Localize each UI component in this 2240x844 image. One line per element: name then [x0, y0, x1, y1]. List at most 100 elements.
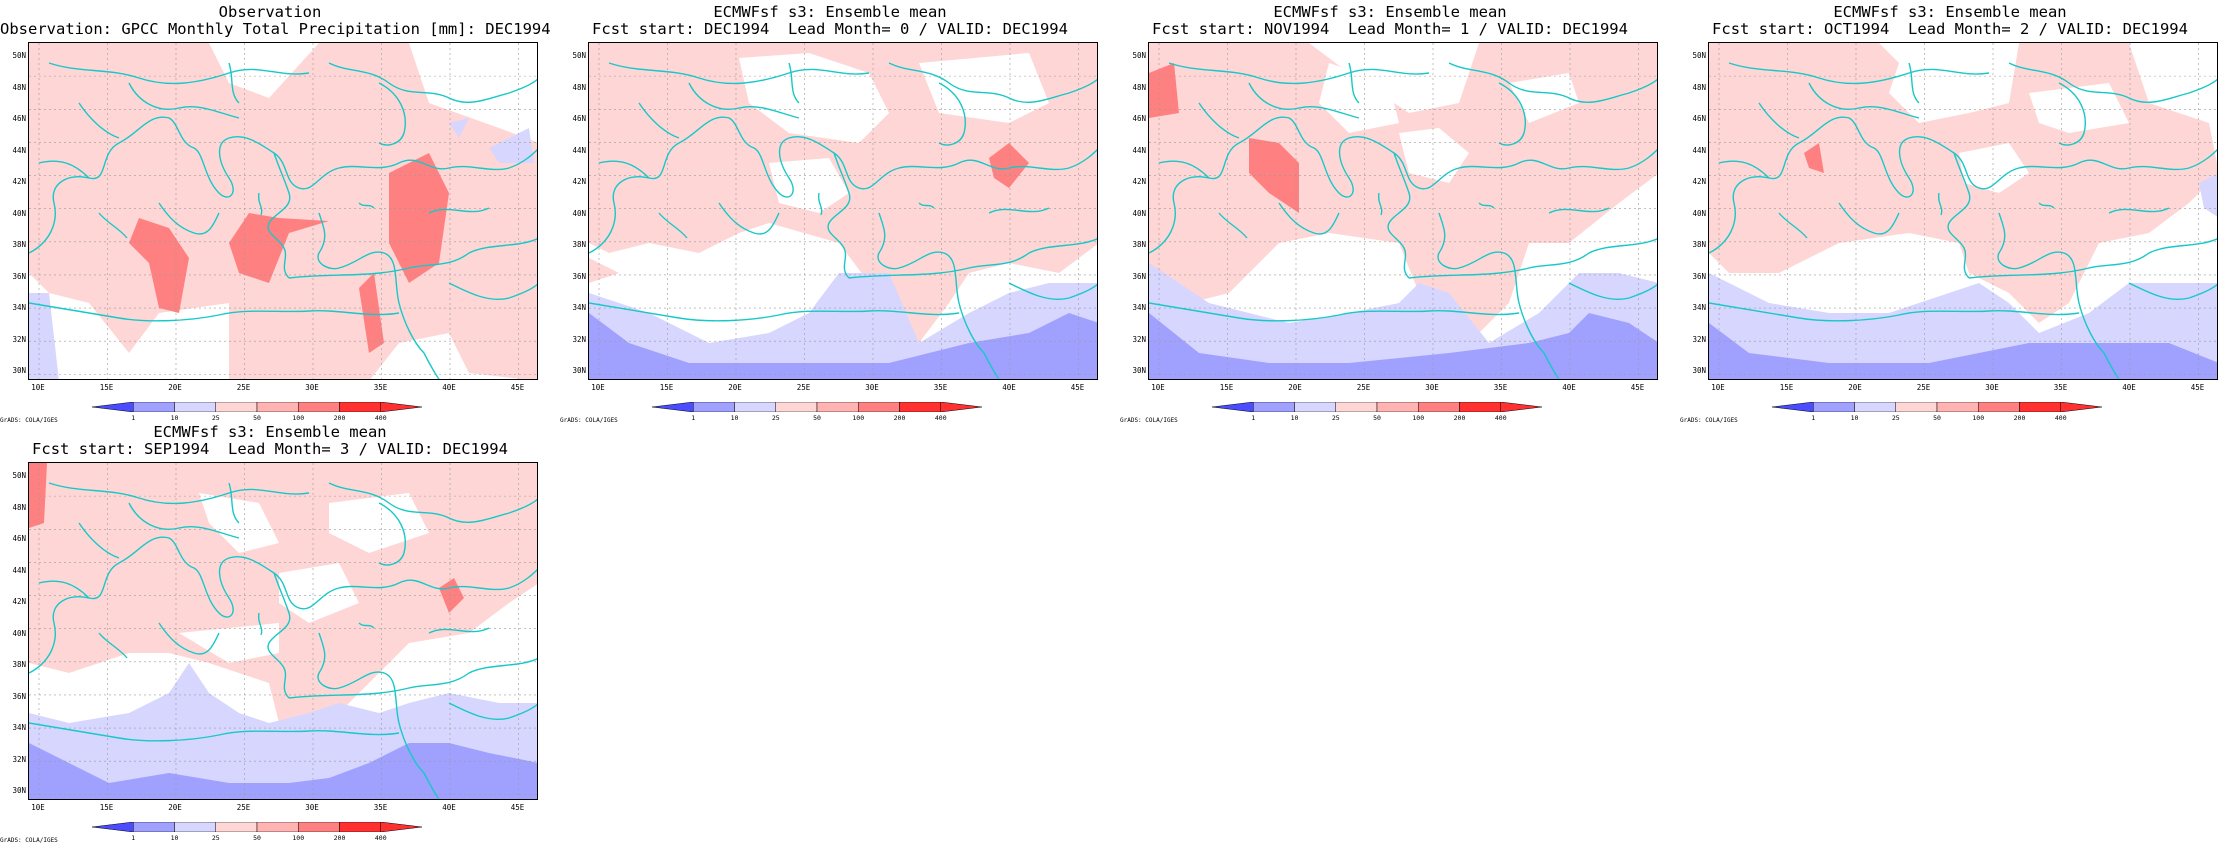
colorbar-label: 25 — [1331, 414, 1340, 422]
map-panel: ECMWFsf s3: Ensemble mean Fcst start: DEC… — [560, 0, 1100, 424]
colorbar — [1212, 402, 1542, 412]
coastline — [317, 632, 440, 799]
precip-shade — [919, 53, 1049, 123]
coastline — [78, 522, 120, 559]
colorbar-label: 100 — [1972, 414, 1985, 422]
panel-title: ECMWFsf s3: Ensemble mean — [153, 423, 387, 441]
lon-tick-label: 25E — [236, 803, 251, 812]
lat-tick-label: 46N — [1692, 114, 1706, 123]
colorbar-arrow-left — [1772, 402, 1814, 412]
coastline — [448, 702, 537, 720]
lon-tick-label: 10E — [591, 383, 605, 392]
grads-credit: GrADS: COLA/IGES — [0, 417, 58, 424]
coastline — [317, 212, 440, 379]
colorbar — [1772, 402, 2102, 412]
colorbar-label: 200 — [333, 414, 346, 422]
colorbar-label: 10 — [1850, 414, 1859, 422]
coastline — [608, 62, 870, 85]
colorbar-label: 400 — [1494, 414, 1507, 422]
coastline — [1448, 62, 1657, 103]
colorbar-label: 25 — [1891, 414, 1900, 422]
grads-credit: GrADS: COLA/IGES — [1680, 417, 1738, 424]
lat-tick-label: 46N — [12, 534, 26, 543]
grads-credit: GrADS: COLA/IGES — [0, 837, 58, 844]
lat-tick-label: 42N — [12, 177, 26, 186]
coastline — [29, 302, 400, 322]
lon-tick-label: 10E — [1711, 383, 1725, 392]
lon-tick-label: 20E — [728, 383, 742, 392]
coastline — [328, 62, 537, 103]
coastline — [1937, 192, 1943, 216]
lat-tick-label: 44N — [12, 565, 26, 575]
map-panel: ECMWFsf s3: Ensemble mean Fcst start: NOV… — [1120, 0, 1660, 424]
coastline — [378, 82, 406, 146]
panel-title: Observation — [218, 3, 322, 21]
coastline — [638, 102, 680, 139]
lat-tick-label: 32N — [12, 754, 26, 764]
colorbar-arrow-left — [1212, 402, 1254, 412]
colorbar-arrow-left — [92, 402, 134, 412]
colorbar-segment — [215, 822, 258, 832]
lat-tick-label: 38N — [1132, 240, 1146, 249]
coastline — [1377, 192, 1383, 216]
precip-shade — [769, 158, 849, 213]
precip-shade — [29, 293, 59, 379]
lat-tick-label: 32N — [572, 334, 586, 344]
precip-shade — [389, 153, 449, 283]
lon-tick-label: 35E — [2053, 383, 2068, 392]
lon-tick-label: 25E — [236, 383, 251, 392]
precip-shade — [329, 493, 429, 553]
lon-tick-label: 35E — [373, 803, 388, 812]
coastline — [2108, 207, 2170, 214]
colorbar-segment — [339, 822, 381, 832]
precip-shade — [229, 213, 329, 283]
colorbar-label: 1 — [131, 414, 136, 422]
coastline — [1968, 238, 2217, 279]
precip-shade — [1149, 313, 1657, 379]
lat-tick-label: 44N — [12, 145, 26, 155]
colorbar-segment — [256, 402, 299, 412]
colorbar-arrow-right — [940, 402, 982, 412]
coastline — [48, 482, 310, 505]
precip-shade — [1399, 128, 1469, 183]
coastline — [598, 160, 650, 179]
coastline — [938, 82, 966, 146]
precip-shade — [1889, 63, 1969, 123]
precipitation-map — [1708, 42, 2218, 380]
coastline — [448, 282, 537, 300]
lat-tick-label: 38N — [572, 240, 586, 249]
coastline — [1838, 202, 1900, 235]
lat-tick-label: 30N — [12, 786, 26, 795]
colorbar-segment — [1854, 402, 1896, 412]
coastline — [1548, 207, 1610, 214]
panel-title: ECMWFsf s3: Ensemble mean — [1833, 3, 2067, 21]
lat-tick-label: 46N — [1132, 114, 1146, 123]
colorbar-label: 200 — [893, 414, 906, 422]
coastline — [1387, 152, 1411, 279]
lon-tick-label: 25E — [1916, 383, 1931, 392]
lat-tick-label: 42N — [1132, 177, 1146, 186]
precip-shade — [1149, 63, 1179, 118]
coastline — [228, 482, 240, 524]
coastline — [1168, 62, 1430, 85]
coastline — [589, 116, 1097, 254]
coastline — [29, 116, 537, 254]
lon-tick-label: 40E — [442, 383, 456, 392]
lat-tick-label: 46N — [572, 114, 586, 123]
colorbar-segment — [298, 822, 340, 832]
lat-tick-label: 40N — [12, 628, 26, 638]
coastline — [288, 658, 537, 699]
lon-tick-label: 45E — [1630, 383, 1645, 392]
colorbar-label: 400 — [934, 414, 947, 422]
colorbar-segment — [775, 402, 818, 412]
precipitation-map — [588, 42, 1098, 380]
coastline — [848, 238, 1097, 279]
precip-shade — [1709, 43, 2217, 323]
coastline — [48, 62, 310, 85]
lon-tick-label: 25E — [796, 383, 811, 392]
colorbar-label: 1 — [131, 834, 136, 842]
colorbar-segment — [133, 402, 175, 412]
precip-shade — [739, 53, 889, 143]
colorbar-arrow-left — [652, 402, 694, 412]
lat-tick-label: 38N — [12, 240, 26, 249]
